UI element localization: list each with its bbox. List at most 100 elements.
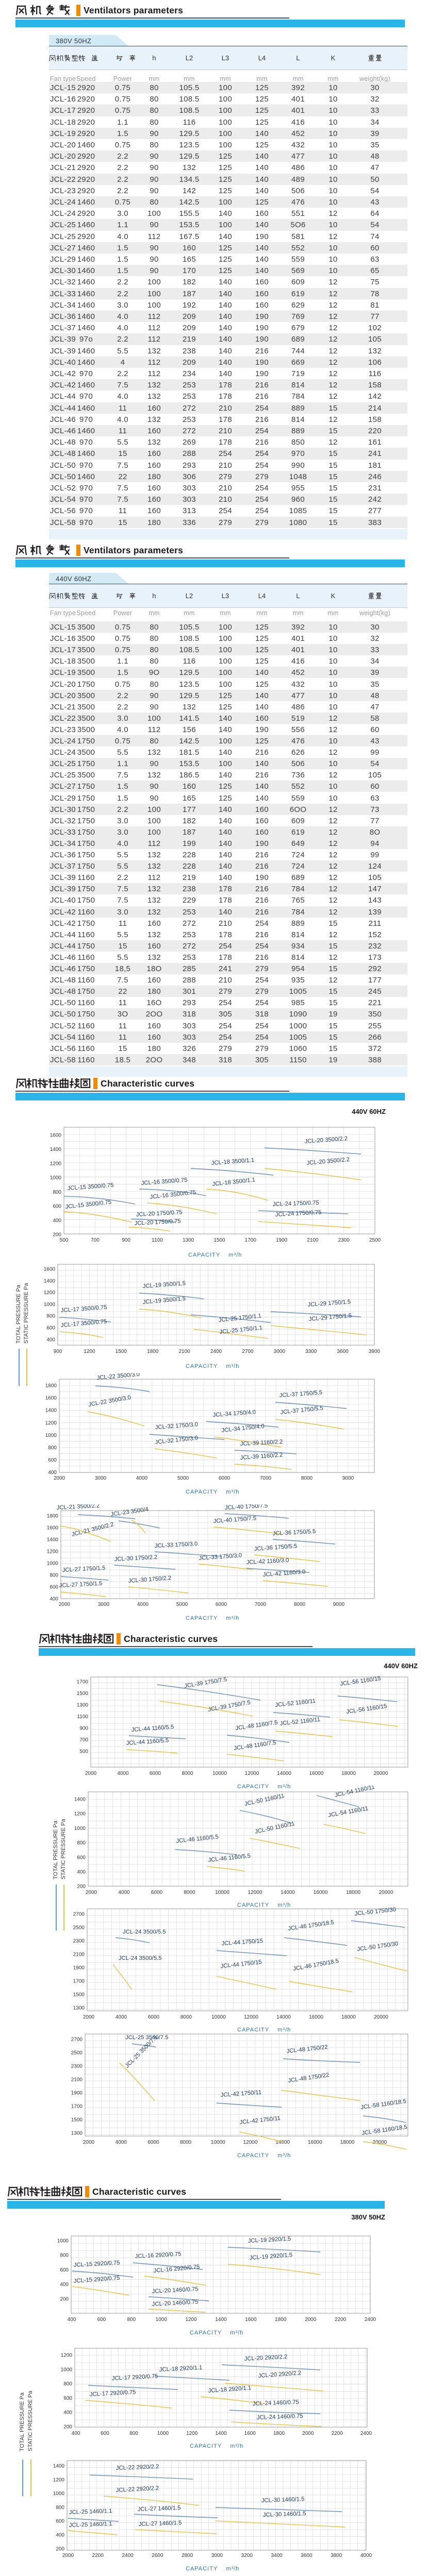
svg-text:1500: 1500 (213, 1238, 225, 1243)
svg-text:2600: 2600 (152, 2553, 163, 2558)
svg-text:16000: 16000 (309, 1771, 324, 1776)
svg-text:2200: 2200 (92, 2553, 104, 2558)
svg-text:1800: 1800 (147, 1349, 159, 1354)
svg-text:JCL-29 1750/1.5: JCL-29 1750/1.5 (307, 1299, 351, 1308)
svg-text:14000: 14000 (281, 1890, 295, 1895)
svg-text:800: 800 (48, 1445, 57, 1451)
svg-text:900: 900 (79, 1726, 88, 1732)
svg-text:200: 200 (63, 2425, 72, 2430)
svg-text:400: 400 (72, 2431, 80, 2436)
svg-text:1500: 1500 (73, 1992, 85, 1998)
svg-text:800: 800 (60, 2253, 69, 2259)
svg-text:800: 800 (63, 2381, 72, 2387)
svg-text:600: 600 (56, 2519, 64, 2524)
svg-text:JCL-39 1750/7.5: JCL-39 1750/7.5 (207, 1700, 251, 1713)
svg-text:1200: 1200 (50, 1161, 62, 1167)
svg-text:1400: 1400 (215, 2431, 227, 2436)
svg-text:JCL-33 1750/3.0: JCL-33 1750/3.0 (155, 1541, 198, 1549)
svg-text:1600: 1600 (45, 1396, 57, 1401)
svg-text:2000: 2000 (62, 2553, 74, 2558)
svg-text:4000: 4000 (117, 1771, 129, 1776)
svg-text:JCL-48 1160/7.5: JCL-48 1160/7.5 (235, 1720, 278, 1732)
svg-text:JCL-18 3500/1.1: JCL-18 3500/1.1 (212, 1177, 255, 1188)
svg-text:1700: 1700 (73, 1979, 85, 1985)
svg-text:1600: 1600 (245, 2317, 257, 2323)
svg-text:1400: 1400 (53, 2464, 65, 2469)
svg-text:800: 800 (53, 1190, 61, 1195)
svg-text:800: 800 (46, 1314, 55, 1319)
svg-text:1000: 1000 (74, 1826, 86, 1832)
svg-text:3600: 3600 (301, 2553, 312, 2558)
svg-text:2100: 2100 (178, 1349, 190, 1354)
svg-text:JCL-18 2920/1.1: JCL-18 2920/1.1 (159, 2365, 203, 2373)
svg-text:500: 500 (60, 1238, 69, 1243)
svg-text:JCL-30 1750/2.2: JCL-30 1750/2.2 (114, 1554, 158, 1563)
svg-text:JCL-34 1750/4.0: JCL-34 1750/4.0 (221, 1423, 265, 1434)
svg-text:8000: 8000 (294, 1602, 306, 1607)
svg-text:8000: 8000 (301, 1476, 313, 1481)
svg-text:2000: 2000 (86, 1890, 97, 1895)
svg-text:200: 200 (56, 2546, 64, 2552)
svg-text:20000: 20000 (372, 2140, 387, 2145)
svg-text:6000: 6000 (219, 1476, 231, 1481)
svg-text:500: 500 (79, 1749, 88, 1755)
svg-text:JCL-34 1750/4.0: JCL-34 1750/4.0 (212, 1409, 256, 1418)
svg-text:18000: 18000 (341, 2014, 356, 2020)
svg-text:JCL-24 1460/0.75: JCL-24 1460/0.75 (257, 2413, 303, 2421)
svg-text:1000: 1000 (61, 2367, 73, 2372)
svg-text:600: 600 (48, 1458, 57, 1463)
svg-text:1500: 1500 (77, 1691, 89, 1697)
svg-text:JCL-17 3500/0.75: JCL-17 3500/0.75 (60, 1318, 107, 1329)
svg-text:1400: 1400 (215, 2317, 227, 2323)
svg-text:1800: 1800 (273, 2431, 285, 2436)
svg-text:1200: 1200 (84, 1349, 95, 1354)
svg-text:3600: 3600 (337, 1349, 349, 1354)
svg-text:2300: 2300 (338, 1238, 350, 1243)
svg-text:JCL-30 1750/2.2: JCL-30 1750/2.2 (128, 1575, 171, 1584)
svg-text:10000: 10000 (211, 2140, 225, 2145)
svg-text:1200: 1200 (185, 2317, 197, 2323)
svg-text:16000: 16000 (308, 2140, 322, 2145)
svg-text:7000: 7000 (255, 1602, 267, 1607)
svg-text:JCL-42 1750/11: JCL-42 1750/11 (239, 2115, 281, 2126)
svg-text:400: 400 (50, 1597, 58, 1602)
svg-text:9000: 9000 (333, 1602, 345, 1607)
svg-text:600: 600 (101, 2431, 109, 2436)
svg-text:10000: 10000 (215, 1890, 229, 1895)
svg-text:4000: 4000 (116, 2140, 127, 2145)
svg-text:JCL-42 1750/11: JCL-42 1750/11 (220, 2089, 261, 2098)
svg-text:1600: 1600 (244, 2431, 256, 2436)
svg-text:10000: 10000 (212, 1771, 227, 1776)
svg-text:JCL-22 3500/3.0: JCL-22 3500/3.0 (96, 1373, 140, 1381)
svg-text:JCL-48 1750/22: JCL-48 1750/22 (288, 2072, 330, 2084)
svg-text:2000: 2000 (305, 2317, 317, 2323)
svg-text:600: 600 (60, 2267, 69, 2273)
svg-text:2700: 2700 (71, 2037, 83, 2043)
svg-text:JCL-19 2920/1.5: JCL-19 2920/1.5 (249, 2252, 292, 2261)
svg-text:3000: 3000 (95, 1476, 107, 1481)
svg-text:JCL-36 1750/5.5: JCL-36 1750/5.5 (273, 1529, 316, 1537)
svg-text:2000: 2000 (302, 2431, 314, 2436)
svg-text:JCL-20 1460/0.75: JCL-20 1460/0.75 (152, 2299, 199, 2308)
svg-text:JCL-22 2920/2.2: JCL-22 2920/2.2 (116, 2464, 159, 2471)
svg-text:2800: 2800 (182, 2553, 193, 2558)
svg-text:3000: 3000 (98, 1602, 110, 1607)
svg-text:2700: 2700 (73, 1912, 85, 1918)
svg-text:800: 800 (50, 1573, 58, 1579)
svg-text:4000: 4000 (136, 1476, 148, 1481)
svg-text:8000: 8000 (182, 1771, 193, 1776)
svg-text:3200: 3200 (241, 2553, 253, 2558)
svg-text:JCL-33 1750/3.0: JCL-33 1750/3.0 (199, 1552, 242, 1562)
svg-text:JCL-19 3500/1.5: JCL-19 3500/1.5 (142, 1280, 186, 1290)
svg-text:JCL-30 1460/1.5: JCL-30 1460/1.5 (261, 2496, 305, 2504)
svg-text:JCL-30 1460/1.5: JCL-30 1460/1.5 (263, 2511, 306, 2518)
svg-text:JCL-56 1160/15: JCL-56 1160/15 (346, 1703, 387, 1715)
svg-text:JCL-46 1160/5.5: JCL-46 1160/5.5 (208, 1853, 251, 1863)
svg-text:JCL-19 2920/1.5: JCL-19 2920/1.5 (248, 2236, 291, 2244)
svg-text:10000: 10000 (211, 2014, 226, 2020)
svg-text:1100: 1100 (77, 1714, 88, 1720)
svg-text:1800: 1800 (47, 1514, 59, 1519)
svg-text:800: 800 (127, 2317, 136, 2323)
svg-text:20000: 20000 (374, 2014, 388, 2020)
svg-text:1600: 1600 (47, 1526, 59, 1531)
